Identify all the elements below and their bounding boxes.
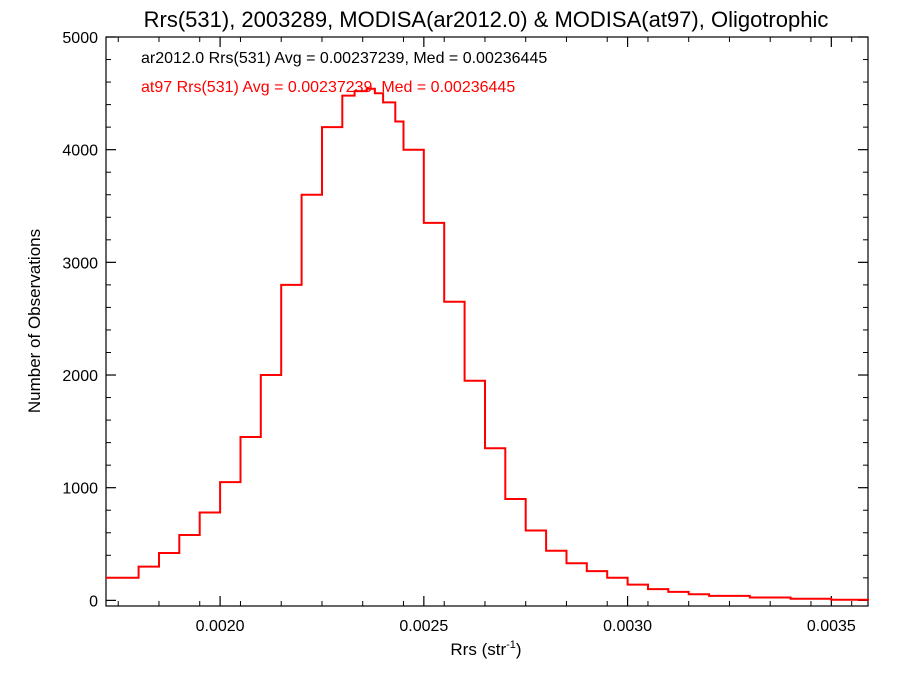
x-tick-label: 0.0025	[399, 618, 448, 635]
x-axis-label-main: Rrs (str	[450, 640, 506, 659]
x-tick-label: 0.0035	[807, 618, 856, 635]
x-axis-ticks: 0.0020 0.0025 0.0030 0.0035	[117, 37, 856, 635]
y-tick-label: 0	[89, 593, 98, 610]
y-tick-label: 3000	[62, 255, 98, 272]
y-tick-label: 1000	[62, 481, 98, 498]
x-tick-label: 0.0020	[196, 618, 245, 635]
plot-frame	[105, 36, 869, 607]
annotation-ar2012: ar2012.0 Rrs(531) Avg = 0.00237239, Med …	[141, 50, 547, 67]
x-axis-label: Rrs (str-1)	[450, 639, 521, 659]
x-axis-label-close: )	[516, 640, 522, 659]
annotation-at97: at97 Rrs(531) Avg = 0.00237239, Med = 0.…	[141, 79, 515, 96]
y-tick-label: 2000	[62, 368, 98, 385]
y-tick-label: 4000	[62, 143, 98, 160]
y-axis-label: Number of Observations	[25, 229, 44, 413]
rrs531-histogram-line	[106, 87, 869, 601]
x-axis-label-superscript: -1	[506, 639, 516, 651]
y-tick-label: 5000	[62, 30, 98, 47]
y-axis-ticks: 0 1000 2000 3000 4000 5000	[62, 30, 868, 610]
x-tick-label: 0.0030	[603, 618, 652, 635]
chart-title: Rrs(531), 2003289, MODISA(ar2012.0) & MO…	[144, 7, 829, 32]
